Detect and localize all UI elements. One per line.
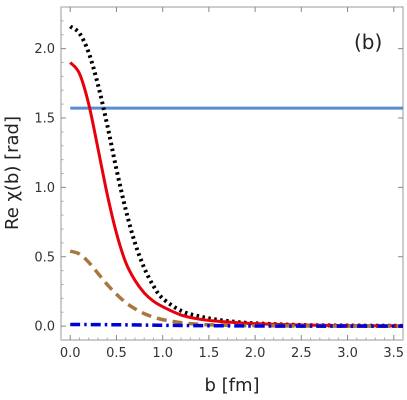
y-tick-label: 0.0	[34, 320, 55, 335]
tick-labels-group: 0.0 0.5 1.0 1.5 2.0 2.5 3.0 3.5 0.0 0.5 1.0 1.5 2.0	[34, 42, 404, 361]
x-axis-label: b [fm]	[204, 375, 259, 396]
y-tick-label: 0.5	[34, 250, 55, 265]
y-axis-label: Re χ(b) [rad]	[2, 116, 23, 230]
plot-frame	[60, 6, 404, 341]
x-tick-label: 1.5	[199, 346, 220, 361]
y-tick-label: 2.0	[34, 42, 55, 57]
y-tick-label: 1.0	[34, 181, 55, 196]
series-line-1	[69, 24, 404, 328]
series-line-3	[69, 249, 404, 328]
x-tick-label: 3.0	[337, 346, 358, 361]
x-tick-label: 1.0	[152, 346, 173, 361]
x-tick-label: 2.5	[291, 346, 312, 361]
series-line-4	[70, 322, 403, 328]
series-line-2	[69, 61, 404, 328]
ticks-group	[60, 6, 404, 340]
x-tick-label: 0.5	[106, 346, 127, 361]
x-tick-label: 0.0	[60, 346, 81, 361]
series-group	[69, 24, 404, 328]
y-tick-label: 1.5	[34, 112, 55, 127]
x-tick-label: 3.5	[383, 346, 404, 361]
x-tick-label: 2.0	[245, 346, 266, 361]
panel-label: (b)	[354, 30, 382, 54]
